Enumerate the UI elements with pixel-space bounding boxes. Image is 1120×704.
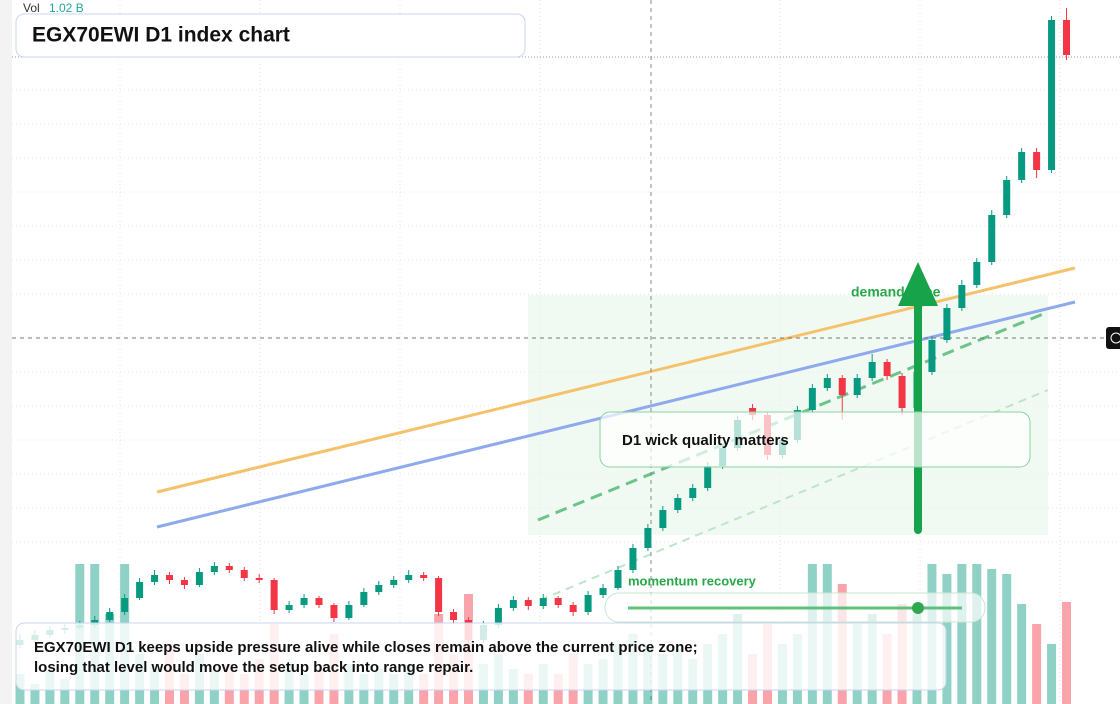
volume-bar <box>30 684 40 704</box>
candle-body <box>973 262 981 285</box>
candle-body <box>330 605 338 618</box>
candle-body <box>270 580 278 610</box>
candle-body <box>674 498 682 510</box>
candle-body <box>210 566 218 572</box>
caption-line: EGX70EWI D1 keeps upside pressure alive … <box>34 639 698 656</box>
candle-body <box>823 378 831 388</box>
candle-body <box>151 575 159 582</box>
candle-body <box>539 598 547 606</box>
candle-body <box>524 600 532 606</box>
volume-bar <box>972 564 982 704</box>
volume-bar <box>987 569 997 704</box>
candle-body <box>195 572 203 585</box>
channel-line <box>539 389 1049 601</box>
candle-body <box>121 598 129 612</box>
crosshair-button[interactable] <box>1106 327 1120 349</box>
candle-body <box>405 575 413 580</box>
candle-body <box>300 598 308 605</box>
arrow-head <box>898 262 938 306</box>
candle-body <box>928 340 936 372</box>
candle-body <box>509 600 517 608</box>
candle-body <box>285 605 293 610</box>
candle-body <box>853 378 861 395</box>
left-edge <box>0 0 12 704</box>
caption-box <box>15 622 947 691</box>
candle-body <box>868 362 876 378</box>
candle-body <box>629 548 637 570</box>
candle-body <box>435 578 443 612</box>
candle-body <box>166 575 173 580</box>
candle-body <box>838 378 846 395</box>
volume-bar <box>1002 574 1012 704</box>
candle-body <box>988 215 996 262</box>
candle-body <box>659 510 667 528</box>
candle-body <box>390 580 398 585</box>
volume-bar <box>1032 624 1042 704</box>
candle-body <box>689 488 697 498</box>
candle-body <box>569 605 577 612</box>
slider-label: momentum recovery <box>628 573 757 588</box>
candle-body <box>1048 20 1056 170</box>
candle-body <box>958 285 966 308</box>
volume-bar <box>957 564 967 704</box>
candle-body <box>1033 152 1041 170</box>
candle-body <box>943 308 951 340</box>
candle-body <box>225 566 233 570</box>
volume-value: 1.02 B <box>49 1 84 15</box>
volume-bar <box>1017 604 1027 704</box>
candle-body <box>883 362 891 376</box>
volume-bar <box>1047 644 1057 704</box>
candle-body <box>494 608 502 625</box>
volume-bar <box>1062 602 1071 704</box>
candle-body <box>584 595 592 612</box>
candle-body <box>315 598 323 605</box>
candle-body <box>1063 20 1070 55</box>
candle-body <box>704 466 712 488</box>
note: D1 wick quality matters <box>622 432 789 449</box>
candle-body <box>599 588 607 595</box>
candle-body <box>240 570 248 578</box>
candle-body <box>180 580 188 585</box>
volume-bar <box>942 574 952 704</box>
caption-line: losing that level would move the setup b… <box>34 659 473 676</box>
candle-body <box>644 528 652 548</box>
crosshair-icon <box>1110 332 1120 344</box>
title-box <box>15 13 526 58</box>
candle-body <box>898 376 906 408</box>
candle-body <box>1018 152 1026 180</box>
candle-body <box>1003 180 1011 215</box>
candle-body <box>106 612 114 620</box>
candle-body <box>345 605 353 618</box>
candle-body <box>420 575 428 578</box>
candle-body <box>554 598 562 605</box>
candle-body <box>614 570 622 588</box>
slider-knob[interactable] <box>912 602 924 614</box>
volume-label: Vol <box>23 1 40 15</box>
title: EGX70EWI D1 index chart <box>32 24 290 47</box>
candle-body <box>375 585 383 592</box>
note-box <box>599 411 1031 468</box>
candle-body <box>136 582 144 598</box>
candle-body <box>255 578 263 580</box>
volume-bar <box>60 679 70 704</box>
candle-body <box>360 592 368 605</box>
candle-body <box>450 612 458 620</box>
candle-body <box>808 388 816 410</box>
